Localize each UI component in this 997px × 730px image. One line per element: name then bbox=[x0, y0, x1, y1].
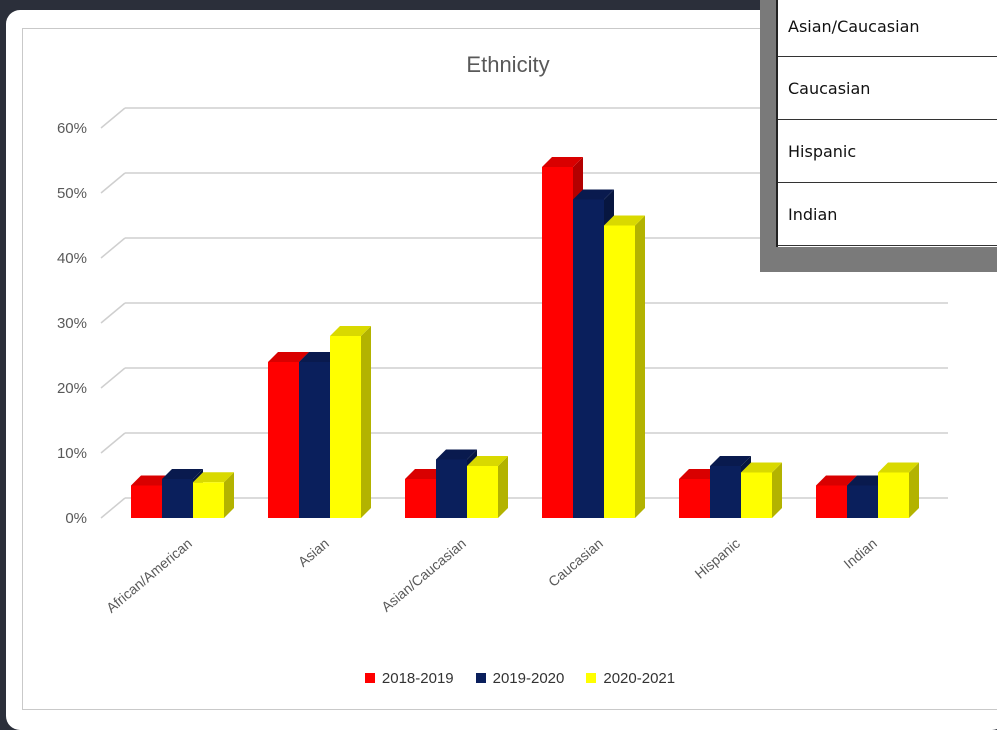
data-table-popup: Asian/Caucasian Caucasian Hispanic India… bbox=[760, 0, 997, 272]
legend-label-2018-2019: 2018-2019 bbox=[381, 669, 454, 687]
bar-top bbox=[573, 189, 614, 200]
legend-item-2018-2019: 2018-2019 bbox=[364, 669, 454, 687]
bar-top bbox=[878, 462, 919, 473]
legend-swatch-2020-2021 bbox=[586, 673, 597, 683]
table-row: Indian bbox=[778, 183, 997, 246]
bar-top bbox=[816, 475, 857, 486]
bar-top bbox=[847, 475, 888, 486]
x-tick-label: Indian bbox=[840, 535, 880, 572]
grid-line-side bbox=[100, 172, 126, 194]
bar bbox=[604, 225, 635, 518]
bar bbox=[162, 479, 193, 518]
table-row: Hispanic bbox=[778, 120, 997, 183]
chart-legend: 2018-2019 2019-2020 2020-2021 bbox=[330, 666, 710, 690]
legend-item-2019-2020: 2019-2020 bbox=[475, 669, 565, 687]
chart-title: Ethnicity bbox=[466, 52, 549, 77]
bar-top bbox=[193, 472, 234, 483]
y-tick-label: 0% bbox=[65, 510, 87, 527]
bar-top bbox=[268, 352, 309, 362]
bar bbox=[847, 485, 878, 518]
data-table: Asian/Caucasian Caucasian Hispanic India… bbox=[776, 0, 997, 247]
bar bbox=[330, 336, 361, 518]
y-tick-label: 60% bbox=[57, 120, 87, 137]
grid-line-side bbox=[100, 497, 126, 519]
table-row: Caucasian bbox=[778, 57, 997, 120]
y-axis-ticks: 0% 10% 20% 30% 40% 50% 60% bbox=[57, 120, 87, 527]
bar bbox=[299, 362, 330, 518]
y-tick-label: 40% bbox=[57, 250, 87, 267]
bar-side bbox=[361, 326, 371, 518]
bar-side bbox=[909, 462, 919, 518]
bar bbox=[467, 466, 498, 518]
bar-side bbox=[772, 462, 782, 518]
legend-swatch-2019-2020 bbox=[475, 673, 486, 683]
bar bbox=[405, 479, 436, 518]
bar bbox=[436, 459, 467, 518]
y-tick-label: 30% bbox=[57, 315, 87, 332]
bar bbox=[710, 466, 741, 518]
legend-item-2020-2021: 2020-2021 bbox=[586, 670, 675, 687]
bar-top bbox=[467, 456, 508, 466]
y-tick-label: 50% bbox=[57, 185, 87, 202]
bar bbox=[131, 485, 162, 518]
bar-top bbox=[741, 462, 782, 473]
grid-line-side bbox=[100, 302, 126, 324]
bar-side bbox=[635, 215, 645, 518]
x-tick-label: Asian/Caucasian bbox=[378, 535, 469, 615]
grid-line-side bbox=[100, 237, 126, 259]
bar bbox=[193, 482, 224, 518]
bar-top bbox=[604, 215, 645, 226]
x-tick-label: Asian bbox=[295, 535, 332, 570]
bar-top bbox=[330, 326, 371, 336]
grid-line-side bbox=[100, 432, 126, 454]
bar-top bbox=[299, 352, 340, 362]
y-tick-label: 10% bbox=[57, 445, 87, 462]
legend-label-2019-2020: 2019-2020 bbox=[492, 669, 565, 687]
x-tick-label: Caucasian bbox=[545, 535, 606, 590]
bar-top bbox=[542, 157, 583, 167]
bar bbox=[878, 472, 909, 518]
bar bbox=[741, 472, 772, 518]
bar-side bbox=[498, 456, 508, 518]
x-tick-label: African/American bbox=[103, 535, 195, 616]
bar-top bbox=[131, 475, 172, 486]
bar-top bbox=[436, 449, 477, 460]
bar-top bbox=[679, 469, 720, 479]
bar bbox=[816, 485, 847, 518]
bar-top bbox=[405, 469, 446, 479]
bar bbox=[542, 167, 573, 518]
grid-line-side bbox=[100, 107, 126, 129]
bars bbox=[131, 157, 919, 518]
bar-top bbox=[710, 456, 751, 466]
x-axis-ticks: African/American Asian Asian/Caucasian Cauc… bbox=[103, 535, 880, 616]
bar-top bbox=[162, 469, 203, 479]
bar bbox=[573, 199, 604, 518]
table-row: Asian/Caucasian bbox=[778, 0, 997, 57]
legend-swatch-2018-2019 bbox=[364, 673, 375, 683]
bar bbox=[268, 362, 299, 518]
legend-label-2020-2021: 2020-2021 bbox=[603, 669, 676, 687]
y-tick-label: 20% bbox=[57, 380, 87, 397]
grid-line-side bbox=[100, 367, 126, 389]
x-tick-label: Hispanic bbox=[692, 535, 743, 582]
bar bbox=[679, 479, 710, 518]
bar-side bbox=[224, 472, 234, 518]
